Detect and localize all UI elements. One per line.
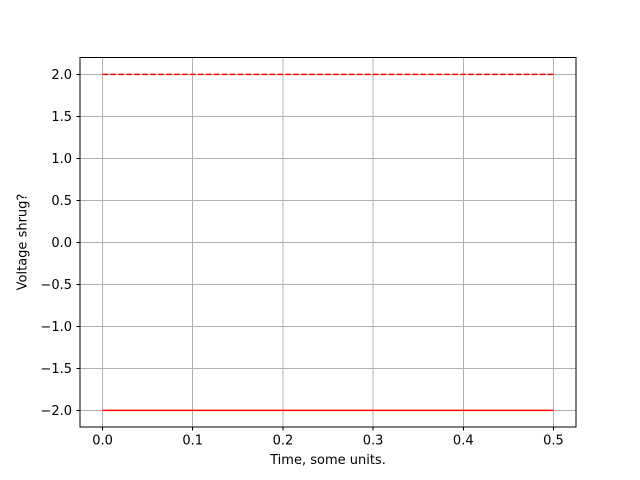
y-tick-label: 1.0 (51, 152, 72, 167)
x-tick-label: 0.1 (182, 434, 203, 449)
y-tick-label: 0.0 (51, 236, 72, 251)
y-tick-label: 2.0 (51, 68, 72, 83)
x-tick-label: 0.0 (92, 434, 113, 449)
y-tick-label: −0.5 (40, 278, 72, 293)
y-tick-label: −1.5 (40, 362, 72, 377)
y-axis-label: Voltage shrug? (15, 193, 31, 291)
x-tick-label: 0.2 (273, 434, 294, 449)
x-tick-label: 0.5 (543, 434, 564, 449)
y-tick-label: −2.0 (40, 404, 72, 419)
x-tick-label: 0.4 (453, 434, 474, 449)
y-tick-label: −1.0 (40, 320, 72, 335)
y-tick-label: 0.5 (51, 194, 72, 209)
y-tick-label: 1.5 (51, 110, 72, 125)
x-tick-label: 0.3 (363, 434, 384, 449)
x-axis-label: Time, some units. (270, 453, 386, 468)
